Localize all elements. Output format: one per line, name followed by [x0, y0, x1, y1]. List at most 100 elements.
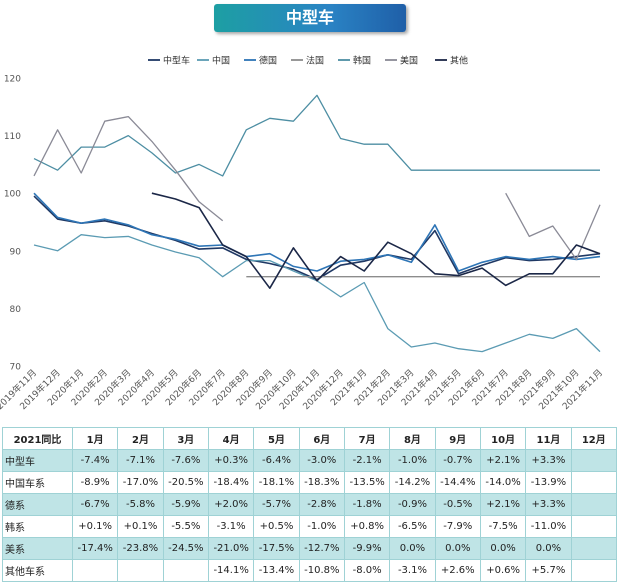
- table-cell: -14.0%: [479, 471, 527, 494]
- table-cell: -7.5%: [479, 515, 527, 538]
- table-cell: +3.3%: [525, 493, 572, 516]
- month-header-7: 7月: [343, 427, 391, 450]
- month-header-5: 5月: [253, 427, 300, 450]
- table-row: 中国车系 -8.9% -17.0% -20.5% -18.4% -18.1% -18.3% -…: [2, 471, 618, 494]
- table-cell: -18.3%: [298, 471, 345, 494]
- table-cell: -17.5%: [253, 537, 300, 560]
- row-label: 中国车系: [2, 471, 73, 494]
- legend-label-2: 德国: [259, 55, 277, 67]
- table-cell: -20.5%: [162, 471, 209, 494]
- series-line-4-0: [33, 94, 600, 177]
- yoy-table-header: 2021同比 1月 2月 3月 4月 5月 6月 7月 8月 9月 10月 11月 12月: [2, 427, 618, 450]
- legend-label-0: 中型车: [163, 55, 190, 67]
- table-cell: [570, 449, 618, 472]
- table-row: 中型车 -7.4% -7.1% -7.6% +0.3% -6.4% -3.0% -2.1% -1…: [2, 449, 618, 472]
- table-cell: -9.9%: [343, 537, 391, 560]
- table-cell: -7.4%: [71, 449, 119, 472]
- series-line-1-0: [33, 234, 601, 353]
- table-cell: -3.1%: [207, 515, 255, 538]
- table-cell: -1.8%: [343, 493, 391, 516]
- table-cell: -18.4%: [207, 471, 255, 494]
- month-header-4: 4月: [207, 427, 255, 450]
- table-cell: -1.0%: [298, 515, 345, 538]
- table-cell: -14.2%: [389, 471, 436, 494]
- table-cell: -5.8%: [117, 493, 164, 516]
- row-label: 德系: [2, 493, 73, 516]
- y-tick-label-4: 110: [4, 132, 21, 142]
- table-cell: [570, 537, 618, 560]
- table-cell: 0.0%: [525, 537, 572, 560]
- legend-label-1: 中国: [212, 55, 230, 67]
- table-cell: [117, 559, 164, 582]
- table-cell: +3.3%: [525, 449, 572, 472]
- row-label: 其他车系: [2, 559, 73, 582]
- month-header-12: 12月: [570, 427, 618, 450]
- table-cell: +5.7%: [525, 559, 572, 582]
- table-cell: -13.9%: [525, 471, 572, 494]
- table-cell: -7.6%: [162, 449, 209, 472]
- month-header-6: 6月: [298, 427, 345, 450]
- table-cell: [71, 559, 119, 582]
- table-cell: [570, 559, 618, 582]
- series-line-0-0: [33, 195, 601, 281]
- table-row: 韩系 +0.1% +0.1% -5.5% -3.1% +0.5% -1.0% +0.8% -6.…: [2, 515, 618, 538]
- x-axis: 2019年11月2019年12月2020年1月2020年2月2020年3月202…: [0, 367, 605, 413]
- chart-legend: 中型车 中国 德国 法国 韩国 美国 其他: [148, 55, 468, 67]
- series-lines: [33, 94, 601, 353]
- y-tick-label-3: 100: [4, 190, 21, 200]
- table-corner-label: 2021同比: [2, 427, 73, 450]
- month-header-2: 2月: [117, 427, 164, 450]
- table-cell: -0.9%: [389, 493, 436, 516]
- chart-title-banner: 中型车: [214, 4, 406, 32]
- table-cell: +0.1%: [117, 515, 164, 538]
- month-header-8: 8月: [389, 427, 436, 450]
- table-row: 美系 -17.4% -23.8% -24.5% -21.0% -17.5% -12.7% -9…: [2, 537, 618, 560]
- yoy-table-body: 中型车 -7.4% -7.1% -7.6% +0.3% -6.4% -3.0% -2.1% -1…: [2, 449, 618, 582]
- table-cell: -3.0%: [298, 449, 345, 472]
- table-cell: [162, 559, 209, 582]
- table-cell: -0.5%: [434, 493, 481, 516]
- table-cell: -6.5%: [389, 515, 436, 538]
- table-cell: -8.0%: [343, 559, 391, 582]
- line-chart: 中型车 中国 德国 法国 韩国 美国 其他 70 80 90 100 110 120 2019年11月…: [0, 55, 605, 413]
- table-cell: -18.1%: [253, 471, 300, 494]
- y-tick-label-1: 80: [10, 305, 22, 315]
- table-cell: +0.1%: [71, 515, 119, 538]
- month-header-11: 11月: [525, 427, 572, 450]
- table-cell: -23.8%: [117, 537, 164, 560]
- row-label: 中型车: [2, 449, 73, 472]
- table-cell: -14.4%: [434, 471, 481, 494]
- table-cell: +0.8%: [343, 515, 391, 538]
- table-cell: -12.7%: [298, 537, 345, 560]
- legend-label-4: 韩国: [353, 55, 371, 67]
- table-cell: -13.4%: [253, 559, 300, 582]
- y-axis: 70 80 90 100 110 120: [4, 75, 21, 373]
- table-cell: -14.1%: [207, 559, 255, 582]
- table-cell: -7.1%: [117, 449, 164, 472]
- legend-label-3: 法国: [306, 55, 324, 67]
- table-cell: 0.0%: [389, 537, 436, 560]
- table-cell: -21.0%: [207, 537, 255, 560]
- table-cell: -11.0%: [525, 515, 572, 538]
- table-cell: -10.8%: [298, 559, 345, 582]
- table-row: 其他车系 -14.1% -13.4% -10.8% -8.0% -3.1% +2.6% +0.…: [2, 559, 618, 582]
- row-label: 美系: [2, 537, 73, 560]
- table-cell: -17.0%: [117, 471, 164, 494]
- series-line-5-1: [505, 192, 601, 261]
- row-label: 韩系: [2, 515, 73, 538]
- table-cell: +2.1%: [479, 449, 527, 472]
- table-cell: +2.0%: [207, 493, 255, 516]
- table-cell: [570, 471, 618, 494]
- table-cell: -2.1%: [343, 449, 391, 472]
- month-header-9: 9月: [434, 427, 481, 450]
- table-cell: -17.4%: [71, 537, 119, 560]
- table-cell: [570, 515, 618, 538]
- table-cell: -5.7%: [253, 493, 300, 516]
- table-cell: -3.1%: [389, 559, 436, 582]
- table-cell: -7.9%: [434, 515, 481, 538]
- yoy-table: 2021同比 1月 2月 3月 4月 5月 6月 7月 8月 9月 10月 11月 12月 中型车 -7…: [2, 427, 618, 582]
- series-line-2-0: [33, 192, 601, 272]
- y-tick-label-5: 120: [4, 75, 21, 85]
- table-cell: 0.0%: [434, 537, 481, 560]
- table-cell: +0.3%: [207, 449, 255, 472]
